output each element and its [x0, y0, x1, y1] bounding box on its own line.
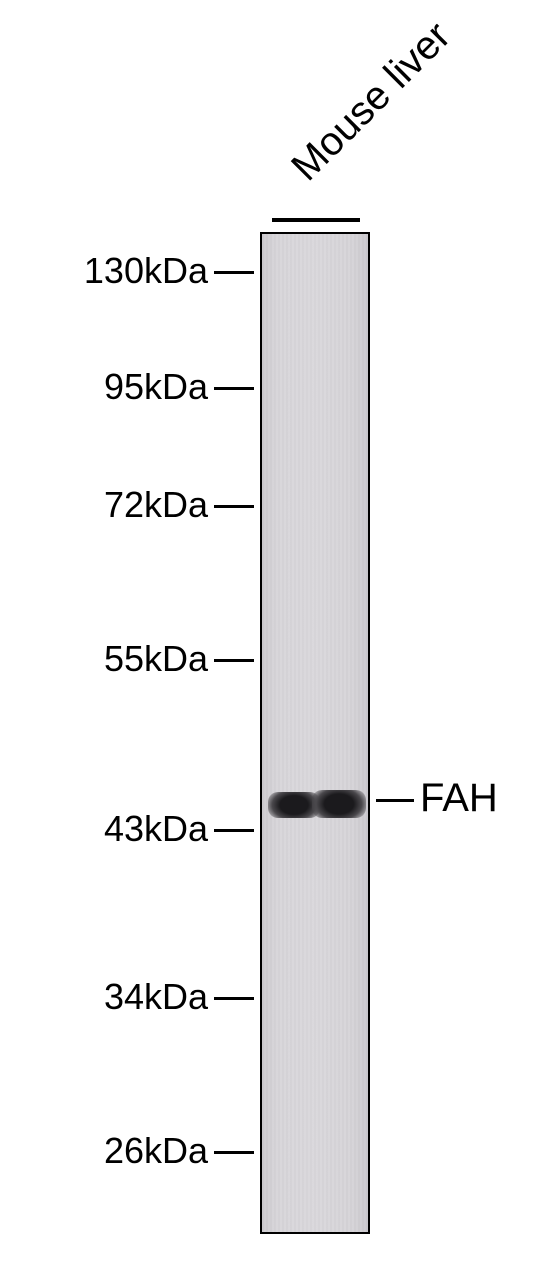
marker-tick [214, 659, 254, 662]
marker-tick [214, 997, 254, 1000]
marker-label: 95kDa [104, 366, 208, 408]
marker-tick [214, 1151, 254, 1154]
target-label: FAH [420, 776, 498, 821]
marker-label: 34kDa [104, 976, 208, 1018]
sample-label: Mouse liver [283, 14, 459, 190]
marker-tick [214, 271, 254, 274]
marker-label: 55kDa [104, 638, 208, 680]
lane-texture [262, 234, 368, 1232]
blot-lane [260, 232, 370, 1234]
detected-band [268, 790, 366, 818]
target-tick [376, 799, 414, 802]
marker-tick [214, 505, 254, 508]
marker-tick [214, 829, 254, 832]
marker-label: 130kDa [84, 250, 208, 292]
marker-label: 72kDa [104, 484, 208, 526]
sample-underline [272, 218, 360, 222]
marker-tick [214, 387, 254, 390]
marker-label: 26kDa [104, 1130, 208, 1172]
marker-label: 43kDa [104, 808, 208, 850]
